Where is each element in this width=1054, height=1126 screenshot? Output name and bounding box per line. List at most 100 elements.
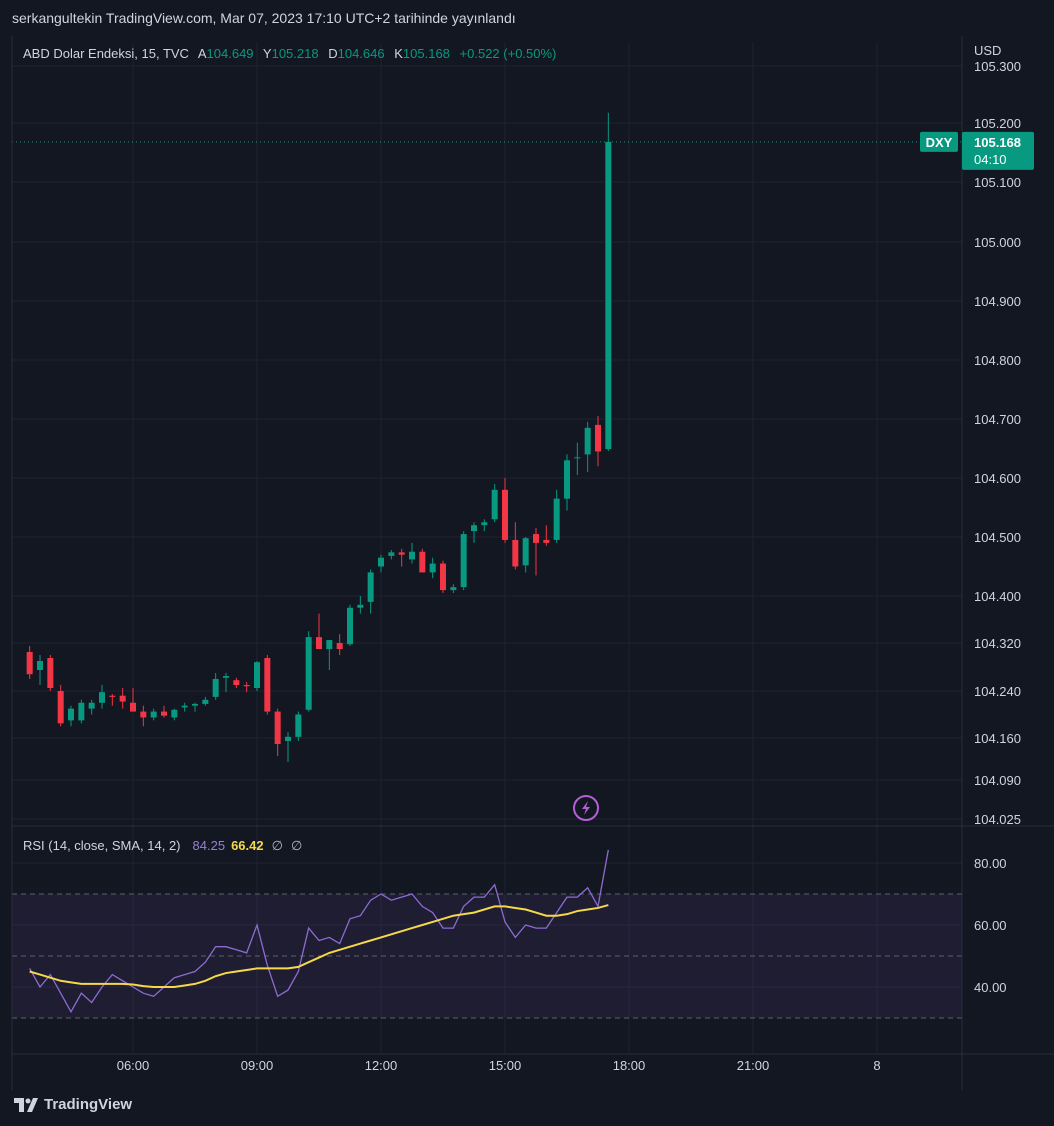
tradingview-logo-icon xyxy=(14,1097,38,1112)
candle-body xyxy=(57,691,64,724)
chart-frame[interactable]: 105.300 105.200 105.100 105.000 104.900 104.8… xyxy=(0,36,1054,1090)
candle-body xyxy=(522,538,529,566)
main-legend[interactable]: ABD Dolar Endeksi, 15, TVC A104.649 Y105… xyxy=(23,46,562,61)
candle xyxy=(26,646,33,679)
price-tick-label: 104.600 xyxy=(974,471,1021,486)
candle xyxy=(254,661,260,691)
price-tick-label: 104.240 xyxy=(974,684,1021,699)
candle-body xyxy=(336,643,343,649)
candle xyxy=(171,708,178,721)
candle xyxy=(378,554,384,573)
footer-brand[interactable]: TradingView xyxy=(14,1096,132,1113)
rsi-axis[interactable]: 80.00 60.00 40.00 xyxy=(974,856,1007,995)
time-tick-label: 09:00 xyxy=(241,1058,274,1073)
high-value: 105.218 xyxy=(271,46,319,61)
candle-body xyxy=(233,680,240,685)
candle-body xyxy=(595,424,601,452)
time-tick-label: 21:00 xyxy=(737,1058,770,1073)
candle xyxy=(564,454,570,511)
candle-body xyxy=(243,685,250,687)
candle xyxy=(440,560,446,594)
candle-body xyxy=(440,563,446,591)
candle-body xyxy=(347,607,353,645)
low-label: D xyxy=(328,46,338,61)
rsi-line-rsi xyxy=(29,849,609,1014)
price-tick-label: 104.800 xyxy=(974,353,1021,368)
candle-body xyxy=(378,557,384,567)
candle xyxy=(460,531,467,591)
candle xyxy=(481,519,488,532)
rsi-na-1: ∅ xyxy=(271,838,283,853)
candle xyxy=(150,708,157,721)
price-tick-label: 104.090 xyxy=(974,773,1021,788)
publish-info: serkangultekin TradingView.com, Mar 07, … xyxy=(12,10,516,26)
price-tick-label: 104.400 xyxy=(974,589,1021,604)
price-axis[interactable]: 105.300 105.200 105.100 105.000 104.900 104.8… xyxy=(974,59,1021,827)
candle xyxy=(68,705,74,727)
candle xyxy=(316,613,322,649)
candle-body xyxy=(574,457,581,459)
low-value: 104.646 xyxy=(337,46,385,61)
candle-body xyxy=(326,640,333,649)
candle-body xyxy=(99,692,105,703)
rsi-title[interactable]: RSI (14, close, SMA, 14, 2) xyxy=(23,838,181,853)
currency-label[interactable]: USD xyxy=(974,43,1002,58)
symbol-tag xyxy=(920,131,958,152)
candle xyxy=(233,677,240,688)
last-price-tag: DXY 105.168 04:10 xyxy=(920,131,1034,170)
open-value: 104.649 xyxy=(206,46,254,61)
candle xyxy=(243,682,250,693)
candle xyxy=(47,655,54,691)
candle xyxy=(140,705,147,727)
time-axis[interactable]: 06:00 09:00 12:00 15:00 18:00 21:00 8 xyxy=(117,1058,881,1073)
close-label: K xyxy=(394,46,403,61)
symbol-title[interactable]: ABD Dolar Endeksi, 15, TVC xyxy=(23,46,189,61)
candle-body xyxy=(502,489,508,540)
candle xyxy=(264,655,271,715)
time-tick-label: 18:00 xyxy=(613,1058,646,1073)
candle xyxy=(223,673,229,693)
candle-body xyxy=(543,539,550,543)
bar-countdown: 04:10 xyxy=(974,152,1007,167)
rsi-legend[interactable]: RSI (14, close, SMA, 14, 2) 84.25 66.42 ∅ ∅ xyxy=(23,838,302,854)
candle-body xyxy=(181,705,188,708)
lightning-icon[interactable] xyxy=(573,795,599,821)
candle-body xyxy=(78,702,85,721)
candle xyxy=(37,655,43,685)
candle xyxy=(192,702,198,712)
symbol-tag-label: DXY xyxy=(926,135,953,150)
candle-body xyxy=(254,662,260,688)
chart-canvas[interactable]: 105.300 105.200 105.100 105.000 104.900 104.8… xyxy=(0,36,1054,1090)
candle xyxy=(409,542,415,564)
candle xyxy=(605,112,612,451)
candle xyxy=(543,525,550,546)
candle xyxy=(202,696,209,706)
time-tick-label: 06:00 xyxy=(117,1058,150,1073)
candle xyxy=(574,442,581,476)
grid-lines xyxy=(12,42,962,1054)
rsi-tick-label: 80.00 xyxy=(974,856,1007,871)
candle xyxy=(57,685,64,727)
candle-body xyxy=(398,552,405,555)
candle xyxy=(388,549,395,560)
candle-body xyxy=(564,460,570,499)
open-label: A xyxy=(197,46,207,61)
rsi-na-2: ∅ xyxy=(290,838,303,853)
candle-body xyxy=(305,637,312,710)
candle xyxy=(533,528,539,576)
candle-body xyxy=(295,714,302,737)
candle xyxy=(357,596,364,614)
price-tick-label: 105.100 xyxy=(974,175,1021,190)
candle-body xyxy=(316,637,322,649)
candle xyxy=(99,685,105,709)
candle-body xyxy=(37,661,43,670)
candle xyxy=(336,634,343,655)
candle-body xyxy=(460,534,467,588)
candle xyxy=(398,548,405,567)
candle xyxy=(347,604,353,646)
candle xyxy=(419,548,426,573)
candlestick-series xyxy=(26,112,612,762)
high-label: Y xyxy=(262,46,272,61)
candle xyxy=(78,699,85,724)
candle-body xyxy=(119,695,126,702)
